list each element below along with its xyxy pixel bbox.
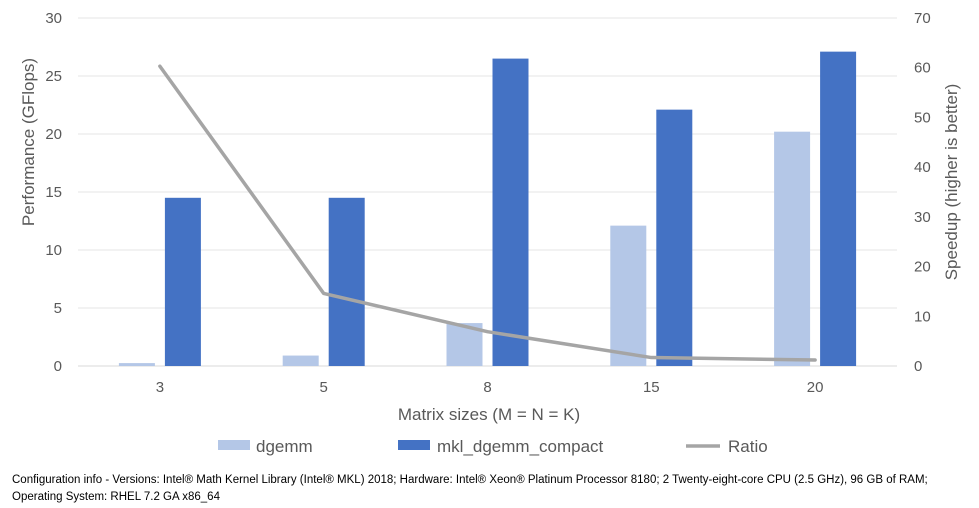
y2-tick-label: 0 bbox=[914, 358, 922, 375]
y-tick-label: 25 bbox=[45, 68, 62, 85]
x-axis-ticks: 3 5 8 15 20 bbox=[156, 379, 824, 396]
legend-label-ratio: Ratio bbox=[728, 437, 768, 456]
bar-dgemm-5 bbox=[282, 355, 319, 366]
legend-label-dgemm: dgemm bbox=[256, 437, 313, 456]
y2-tick-label: 70 bbox=[914, 10, 931, 27]
bars bbox=[118, 51, 857, 366]
y-tick-label: 20 bbox=[45, 126, 62, 143]
bar-dgemm-20 bbox=[774, 131, 811, 366]
legend-swatch-mkl-dgemm-compact bbox=[398, 440, 430, 450]
y2-tick-label: 30 bbox=[914, 209, 931, 226]
bar-dgemm-3 bbox=[118, 363, 155, 366]
ratio-line bbox=[158, 64, 817, 362]
y2-tick-label: 10 bbox=[914, 308, 931, 325]
y-tick-label: 5 bbox=[54, 300, 62, 317]
y-axis-ticks: 0 5 10 15 20 25 30 bbox=[45, 10, 62, 375]
configuration-footnote: Configuration info - Versions: Intel® Ma… bbox=[12, 472, 967, 506]
y2-tick-label: 40 bbox=[914, 159, 931, 176]
y2-axis-ticks: 0 10 20 30 40 50 60 70 bbox=[914, 10, 931, 375]
y2-tick-label: 20 bbox=[914, 259, 931, 276]
bar-mkl-dgemm-compact-5 bbox=[328, 197, 365, 366]
x-tick-label: 5 bbox=[320, 379, 328, 396]
gridlines bbox=[78, 17, 897, 367]
y-tick-label: 30 bbox=[45, 10, 62, 27]
x-tick-label: 3 bbox=[156, 379, 164, 396]
y-tick-label: 0 bbox=[54, 358, 62, 375]
y-axis-title: Performance (GFlops) bbox=[19, 58, 38, 226]
footnote-line-1: Configuration info - Versions: Intel® Ma… bbox=[12, 474, 928, 486]
y2-tick-label: 60 bbox=[914, 60, 931, 77]
x-axis-title: Matrix sizes (M = N = K) bbox=[398, 405, 580, 424]
x-tick-label: 15 bbox=[643, 379, 660, 396]
ratio-line-group bbox=[158, 64, 817, 362]
bar-mkl-dgemm-compact-20 bbox=[820, 51, 857, 366]
footnote-line-2: Operating System: RHEL 7.2 GA x86_64 bbox=[12, 491, 220, 503]
y-tick-label: 10 bbox=[45, 242, 62, 259]
legend: dgemm mkl_dgemm_compact Ratio bbox=[218, 437, 768, 456]
legend-label-mkl-dgemm-compact: mkl_dgemm_compact bbox=[437, 437, 604, 456]
bar-mkl-dgemm-compact-3 bbox=[164, 197, 201, 366]
bar-mkl-dgemm-compact-8 bbox=[492, 58, 529, 366]
y-tick-label: 15 bbox=[45, 184, 62, 201]
bar-dgemm-15 bbox=[610, 225, 647, 366]
chart: 0 5 10 15 20 25 30 0 10 20 30 40 50 60 70 3 5 8 15 20 Per… bbox=[19, 10, 961, 456]
x-tick-label: 8 bbox=[483, 379, 491, 396]
y2-tick-label: 50 bbox=[914, 109, 931, 126]
bar-mkl-dgemm-compact-15 bbox=[656, 109, 693, 366]
legend-swatch-dgemm bbox=[218, 440, 250, 450]
x-tick-label: 20 bbox=[807, 379, 824, 396]
y2-axis-title: Speedup (higher is better) bbox=[942, 84, 961, 281]
